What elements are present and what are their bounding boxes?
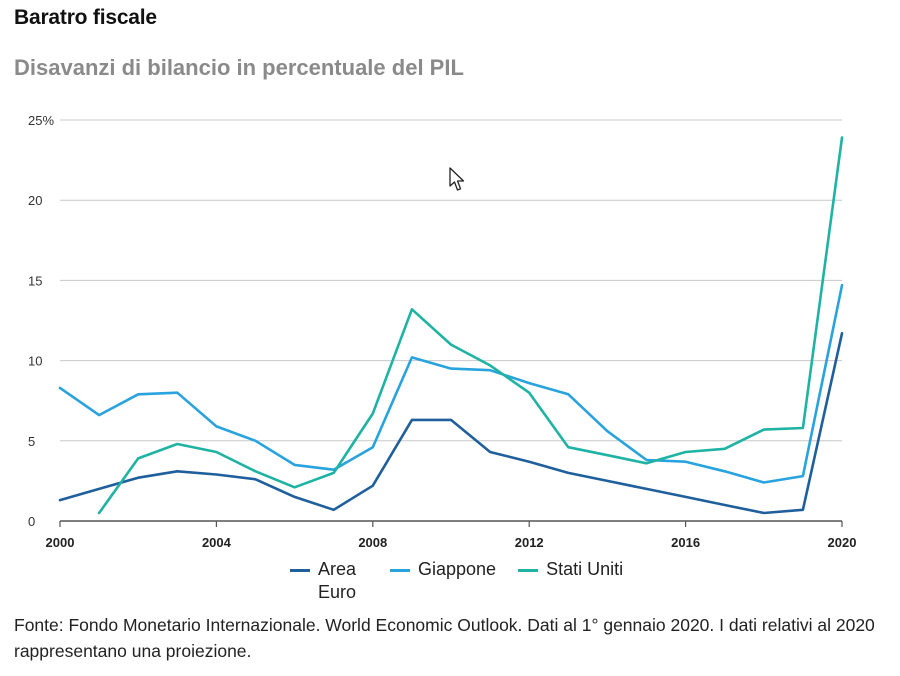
legend-label-area-euro: Area Euro [318,559,357,602]
legend-swatch-stati-uniti [518,569,539,572]
y-tick-label-5: 5 [28,434,35,449]
legend-swatch-giappone [390,569,410,572]
series-line-giappone [58,283,844,484]
x-tick-label-2008: 2008 [358,535,387,550]
legend-item-stati-uniti: Stati Uniti [518,558,623,581]
chart-legend: Area Euro Giappone Stati Uniti [290,558,623,604]
x-tick-label-2020: 2020 [828,535,857,550]
source-note: Fonte: Fondo Monetario Internazionale. W… [14,615,875,661]
legend-item-area-euro: Area Euro [290,558,368,604]
legend-item-giappone: Giappone [390,558,496,581]
y-tick-label-10: 10 [28,354,42,369]
x-tick-label-2004: 2004 [202,535,232,550]
x-tick-label-2012: 2012 [515,535,544,550]
line-chart: 0 5 10 15 20 25% 2000 2004 2008 2012 2016 2020 [28,113,857,550]
chart-subtitle: Disavanzi di bilancio in percentuale del… [14,55,464,80]
legend-label-giappone: Giappone [418,559,497,579]
chart-title: Baratro fiscale [14,6,157,29]
y-tick-label-25: 25% [28,113,54,128]
series-line-stati-uniti [97,136,844,515]
x-tick-label-2000: 2000 [46,535,75,550]
x-tick-label-2016: 2016 [671,535,700,550]
y-tick-label-0: 0 [28,514,35,529]
legend-label-stati-uniti: Stati Uniti [546,559,624,579]
y-tick-label-15: 15 [28,273,42,288]
series-line-area-euro [58,332,844,515]
mouse-cursor-icon [449,167,465,191]
legend-swatch-area-euro [290,569,310,572]
y-tick-label-20: 20 [28,193,42,208]
